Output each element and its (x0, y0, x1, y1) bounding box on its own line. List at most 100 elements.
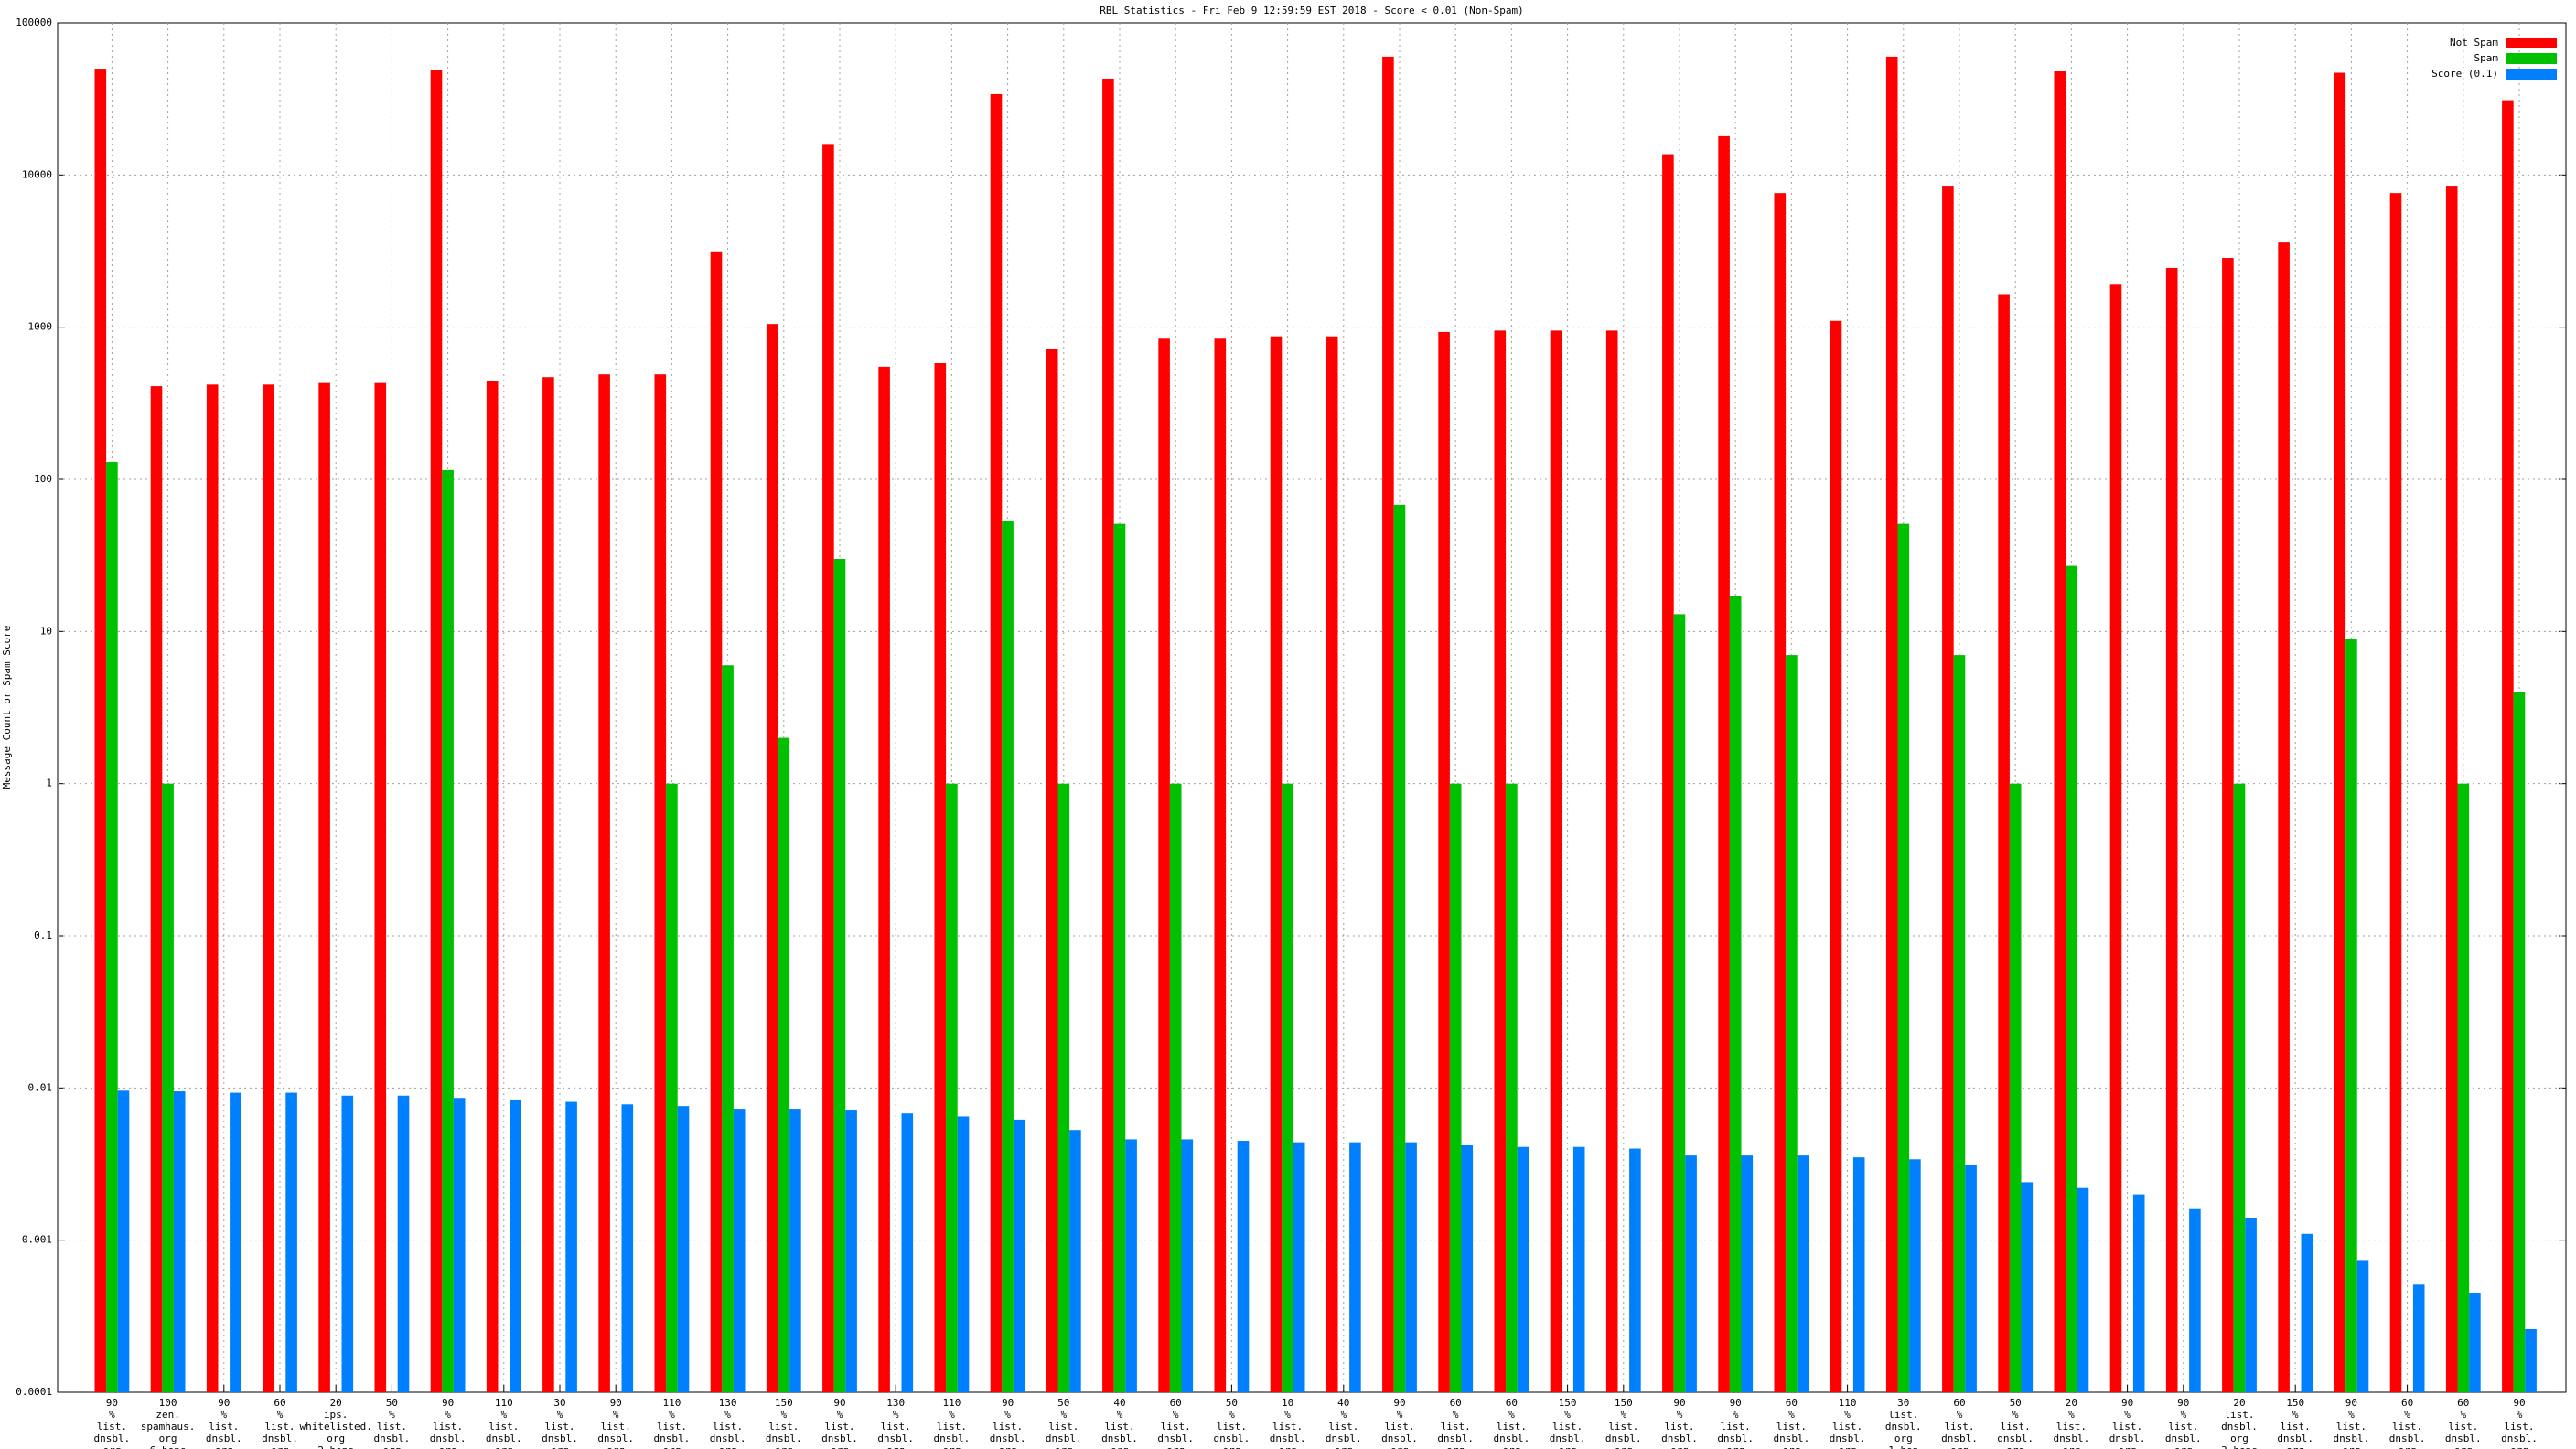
y-axis-label: Message Count or Spam Score (1, 626, 13, 789)
x-tick-label: % (724, 1409, 731, 1421)
bar (1113, 523, 1126, 1392)
x-tick-label: % (2068, 1409, 2075, 1421)
x-tick-label: dnsbl. (2277, 1433, 2313, 1444)
bar (1181, 1139, 1194, 1392)
x-tick-label: list. (377, 1421, 407, 1433)
x-tick-label: list. (993, 1421, 1023, 1433)
x-tick-label: org (999, 1444, 1017, 1449)
bar (1909, 1159, 1921, 1392)
bar (1057, 783, 1070, 1392)
x-tick-label: 50 (386, 1397, 398, 1409)
x-tick-label: dnsbl. (1270, 1433, 1306, 1444)
x-tick-label: org (159, 1433, 177, 1444)
x-tick-label: list. (544, 1421, 574, 1433)
bar (2525, 1328, 2537, 1392)
x-tick-label: org (2174, 1444, 2193, 1449)
x-tick-label: dnsbl. (1101, 1433, 1138, 1444)
x-tick-label: list. (1217, 1421, 1247, 1433)
bar (1741, 1155, 1754, 1392)
x-tick-label: dnsbl. (262, 1433, 298, 1444)
x-tick-label: org (831, 1444, 849, 1449)
x-tick-label: % (2292, 1409, 2299, 1421)
bar (2132, 1194, 2145, 1392)
bar (565, 1101, 577, 1392)
x-tick-label: 90 (2121, 1397, 2133, 1409)
x-tick-label: 60 (2401, 1397, 2413, 1409)
x-tick-label: % (2348, 1409, 2355, 1421)
x-tick-label: dnsbl. (94, 1433, 131, 1444)
x-tick-label: org (1111, 1444, 1129, 1449)
bar (1774, 193, 1787, 1393)
x-tick-label: list. (2056, 1421, 2087, 1433)
x-tick-label: dnsbl. (2109, 1433, 2146, 1444)
x-tick-label: % (1844, 1409, 1851, 1421)
bar (766, 324, 778, 1392)
bar (1965, 1165, 1977, 1392)
bar (2513, 692, 2526, 1392)
bar (1685, 1155, 1697, 1392)
x-tick-label: list. (937, 1421, 967, 1433)
x-tick-label: % (837, 1409, 843, 1421)
bar (1013, 1119, 1025, 1392)
bar (510, 1099, 521, 1392)
x-tick-label: dnsbl. (2165, 1433, 2202, 1444)
bar (1550, 330, 1562, 1393)
x-tick-label: org (1559, 1444, 1577, 1449)
bar (1506, 783, 1518, 1392)
x-tick-label: % (613, 1409, 619, 1421)
bar (1158, 338, 1170, 1393)
bar (106, 462, 118, 1392)
x-tick-label: dnsbl. (2389, 1433, 2426, 1444)
x-tick-label: org (2510, 1444, 2528, 1449)
x-tick-label: % (1340, 1409, 1347, 1421)
x-tick-label: % (2404, 1409, 2410, 1421)
bar (2222, 258, 2234, 1393)
x-tick-label: dnsbl. (1381, 1433, 1418, 1444)
x-tick-label: dnsbl. (1885, 1421, 1922, 1433)
y-tick-label: 0.0001 (16, 1386, 52, 1398)
x-tick-label: org (2399, 1444, 2417, 1449)
x-tick-label: dnsbl. (542, 1433, 578, 1444)
bar (94, 69, 107, 1393)
bar (2469, 1293, 2481, 1392)
x-tick-label: % (277, 1409, 284, 1421)
bar (230, 1092, 242, 1392)
x-tick-label: dnsbl. (1157, 1433, 1194, 1444)
x-tick-label: list. (1552, 1421, 1583, 1433)
x-tick-label: org (1502, 1444, 1520, 1449)
bar (1729, 596, 1742, 1392)
x-tick-label: org (327, 1433, 345, 1444)
bar (2412, 1284, 2425, 1392)
bar (1393, 504, 1406, 1392)
x-tick-label: % (2517, 1409, 2523, 1421)
x-tick-label: 60 (1506, 1397, 1518, 1409)
bar (150, 386, 163, 1392)
x-tick-label: org (775, 1444, 793, 1449)
x-tick-label: 60 (274, 1397, 285, 1409)
x-tick-label: org (551, 1444, 569, 1449)
bar (845, 1110, 857, 1392)
x-tick-label: % (893, 1409, 899, 1421)
bar (374, 382, 387, 1393)
x-tick-label: 20 (2233, 1397, 2245, 1409)
x-tick-label: % (1788, 1409, 1795, 1421)
bar (2165, 267, 2178, 1393)
x-tick-label: dnsbl. (486, 1433, 522, 1444)
bar (666, 783, 678, 1392)
bar (2356, 1260, 2369, 1392)
x-tick-label: org (1279, 1444, 1297, 1449)
x-tick-label: 60 (1953, 1397, 1965, 1409)
x-tick-label: org (606, 1444, 625, 1449)
bar (1382, 56, 1394, 1392)
bar (1662, 154, 1674, 1392)
x-tick-label: 150 (1559, 1397, 1577, 1409)
x-tick-label: 90 (1393, 1397, 1405, 1409)
bar (173, 1091, 186, 1392)
x-tick-label: dnsbl. (1550, 1433, 1586, 1444)
x-tick-label: 90 (1673, 1397, 1685, 1409)
bar (878, 366, 890, 1392)
x-tick-label: 90 (610, 1397, 622, 1409)
x-tick-label: list. (488, 1421, 519, 1433)
x-tick-label: org (1446, 1444, 1465, 1449)
